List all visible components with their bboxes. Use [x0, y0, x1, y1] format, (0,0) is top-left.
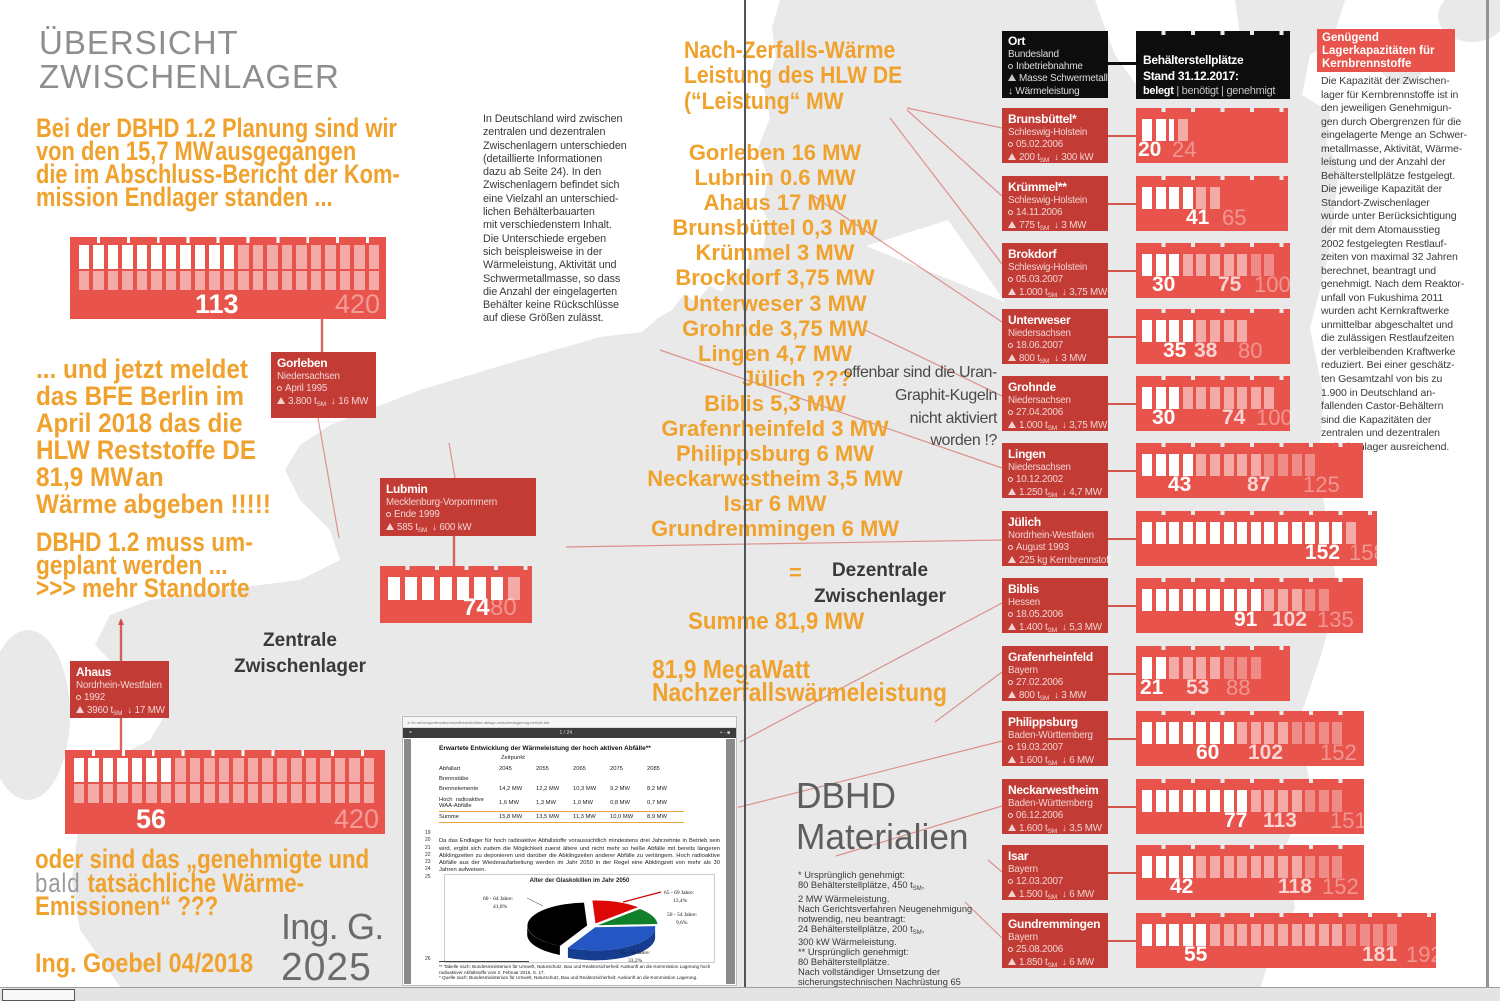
- svg-text:50 - 54 Jahre:: 50 - 54 Jahre:: [667, 912, 698, 918]
- svg-text:33,2%: 33,2%: [628, 958, 643, 964]
- svg-text:65 - 69 Jahre:: 65 - 69 Jahre:: [664, 890, 695, 896]
- svg-text:41,8%: 41,8%: [493, 904, 508, 910]
- svg-text:13,4%: 13,4%: [673, 898, 688, 904]
- svg-text:55 - 59 Jahre:: 55 - 59 Jahre:: [620, 950, 651, 956]
- svg-text:9,6%: 9,6%: [676, 920, 688, 926]
- svg-text:60 - 64 Jahre:: 60 - 64 Jahre:: [483, 896, 514, 902]
